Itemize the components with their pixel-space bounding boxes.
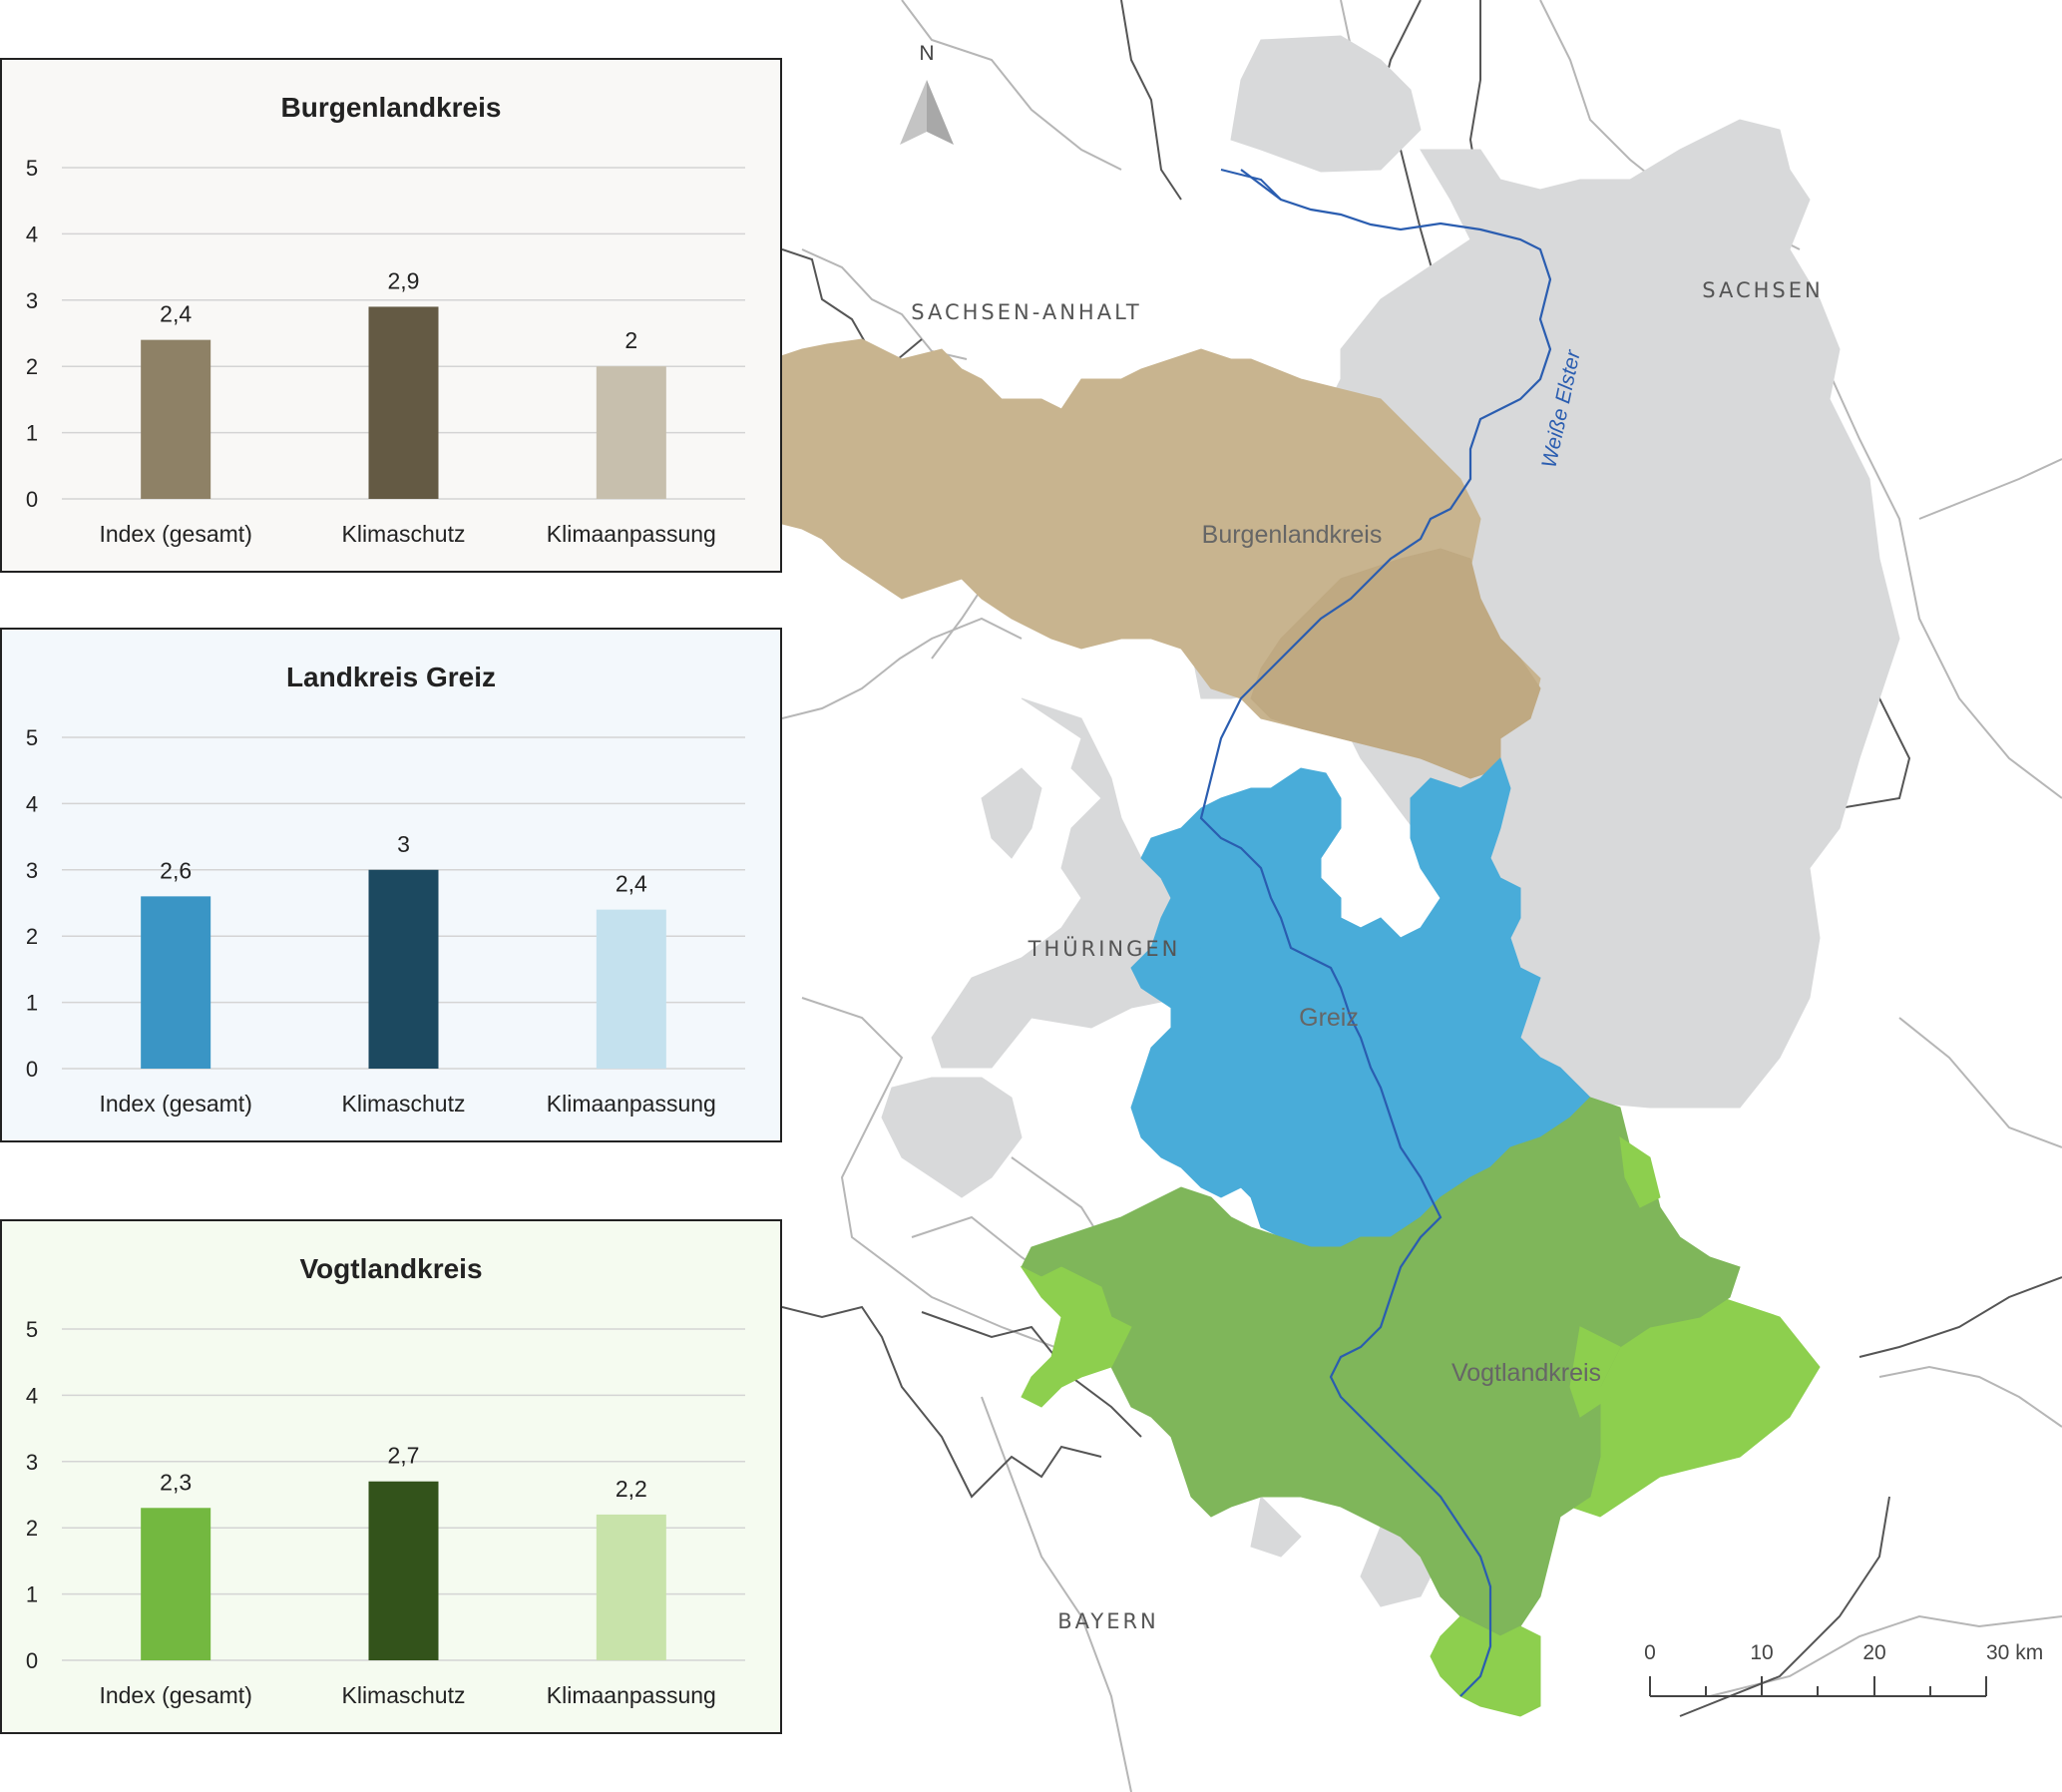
chart-2-ytick: 1 <box>26 1582 38 1607</box>
chart-0-ytick: 3 <box>26 288 38 313</box>
chart-2-ytick: 3 <box>26 1450 38 1475</box>
chart-0-bar <box>368 306 439 499</box>
chart-0-data-label: 2,9 <box>388 267 420 293</box>
north-label: N <box>919 42 934 65</box>
chart-panel-greiz: Landkreis Greiz 0 1 2 3 4 5 2,6 Index (gesamt) 3 K… <box>0 628 782 1142</box>
chart-1-category-label: Index (gesamt) <box>99 1091 251 1117</box>
river-weisse-elster <box>1199 169 1552 1697</box>
chart-2-data-label: 2,3 <box>160 1469 192 1495</box>
river-tributary <box>1220 169 1282 201</box>
state-label-bayern: BAYERN <box>1057 1609 1159 1633</box>
region-burgenlandkreis <box>782 338 1541 779</box>
chart-2-ytick: 0 <box>26 1648 38 1673</box>
chart-2-data-label: 2,7 <box>388 1443 420 1469</box>
chart-0-ytick: 1 <box>26 421 38 446</box>
chart-2-category-label: Index (gesamt) <box>99 1682 251 1708</box>
chart-1-data-label: 2,4 <box>616 871 647 897</box>
chart-0-ytick: 0 <box>26 487 38 512</box>
chart-2-ytick: 4 <box>26 1383 38 1408</box>
chart-2-bar <box>368 1481 439 1660</box>
chart-1-title: Landkreis Greiz <box>286 662 496 692</box>
state-label-sachsen: SACHSEN <box>1702 278 1823 302</box>
chart-2-category-label: Klimaschutz <box>342 1682 466 1708</box>
chart-0-category-label: Index (gesamt) <box>99 521 251 547</box>
chart-1-ytick: 0 <box>26 1057 38 1082</box>
scale-label-30: 30 km <box>1986 1641 2043 1664</box>
chart-2-bar <box>141 1508 211 1660</box>
chart-1-data-label: 2,6 <box>160 857 192 883</box>
chart-0-category-label: Klimaanpassung <box>547 521 716 547</box>
chart-1-ytick: 3 <box>26 858 38 883</box>
region-map: N SACHSEN-ANHALT SACHSEN THÜRINGEN BAYER… <box>782 0 2062 1792</box>
chart-1-ytick: 1 <box>26 991 38 1016</box>
chart-0-bar <box>141 339 211 499</box>
chart-0-title: Burgenlandkreis <box>281 92 502 123</box>
chart-1-ytick: 5 <box>26 725 38 750</box>
chart-1-bar <box>368 869 439 1069</box>
chart-0-data-label: 2,4 <box>160 301 192 327</box>
chart-0-category-label: Klimaschutz <box>342 521 466 547</box>
chart-1-category-label: Klimaanpassung <box>547 1091 716 1117</box>
chart-0-data-label: 2 <box>624 327 637 353</box>
chart-2-ytick: 5 <box>26 1317 38 1342</box>
chart-1-ytick: 2 <box>26 924 38 949</box>
state-label-thueringen: THÜRINGEN <box>1028 936 1181 961</box>
chart-2-ytick: 2 <box>26 1516 38 1541</box>
chart-1-bar <box>596 909 666 1069</box>
bar-chart-burgenlandkreis: Burgenlandkreis 0 1 2 3 4 5 2,4 Index (gesamt) 2,… <box>26 92 745 547</box>
scale-bar <box>1649 1676 1987 1697</box>
region-vogtlandkreis <box>1020 1097 1821 1717</box>
chart-1-category-label: Klimaschutz <box>342 1091 466 1117</box>
chart-0-ytick: 4 <box>26 222 38 246</box>
chart-panel-burgenlandkreis: Burgenlandkreis 0 1 2 3 4 5 2,4 Index (gesamt) 2,… <box>0 58 782 573</box>
chart-1-ytick: 4 <box>26 791 38 816</box>
bar-chart-greiz: Landkreis Greiz 0 1 2 3 4 5 2,6 Index (gesamt) 3 K… <box>26 662 745 1117</box>
region-label-burgenlandkreis: Burgenlandkreis <box>1202 521 1383 549</box>
scale-label-20: 20 <box>1862 1641 1885 1664</box>
chart-1-data-label: 3 <box>397 831 410 857</box>
chart-panel-vogtlandkreis: Vogtlandkreis 0 1 2 3 4 5 2,3 Index (gesamt) 2,7 K… <box>0 1219 782 1734</box>
bar-chart-vogtlandkreis: Vogtlandkreis 0 1 2 3 4 5 2,3 Index (gesamt) 2,7 K… <box>26 1253 745 1708</box>
chart-0-bar <box>596 366 666 499</box>
chart-2-category-label: Klimaanpassung <box>547 1682 716 1708</box>
chart-2-data-label: 2,2 <box>616 1476 647 1502</box>
chart-2-title: Vogtlandkreis <box>299 1253 482 1284</box>
north-arrow: N <box>900 42 954 145</box>
chart-0-ytick: 2 <box>26 354 38 379</box>
region-label-greiz: Greiz <box>1299 1004 1359 1032</box>
chart-1-bar <box>141 896 211 1069</box>
region-label-vogtlandkreis: Vogtlandkreis <box>1451 1359 1601 1387</box>
state-label-sachsen-anhalt: SACHSEN-ANHALT <box>911 300 1141 324</box>
scale-label-0: 0 <box>1644 1641 1656 1664</box>
chart-2-bar <box>596 1514 666 1660</box>
chart-0-ytick: 5 <box>26 156 38 181</box>
scale-label-10: 10 <box>1750 1641 1773 1664</box>
